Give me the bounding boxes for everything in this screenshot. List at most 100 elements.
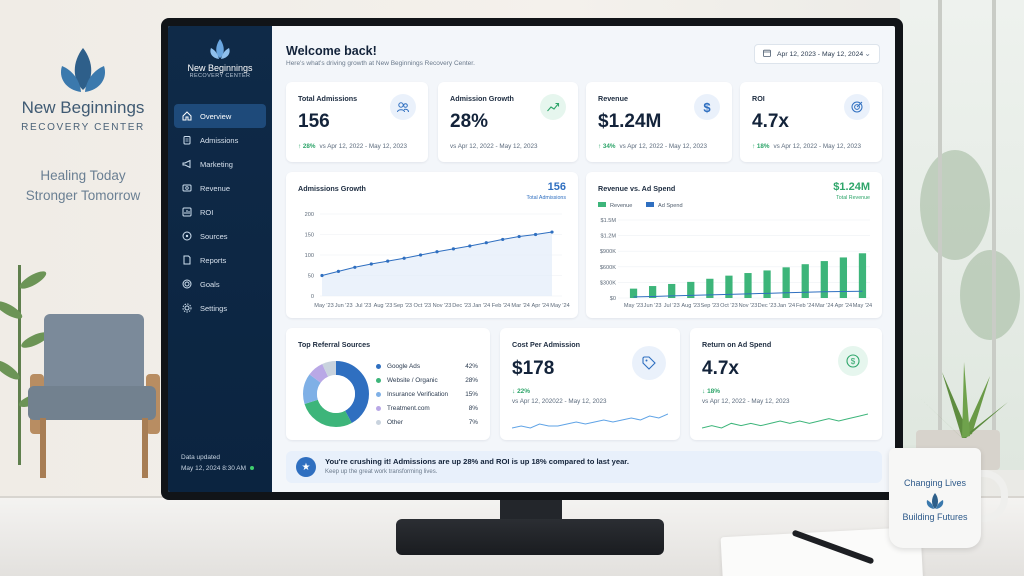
target-icon (844, 94, 870, 120)
kpi-compare: vs Apr 12, 2022 - May 12, 2023 (702, 398, 790, 405)
cost-sparkline (512, 413, 668, 429)
bar-revenue (687, 281, 695, 298)
legend-swatch (376, 377, 381, 383)
kpi-title: Total Admissions (298, 94, 358, 103)
kpi-title: Admission Growth (450, 94, 514, 103)
x-tick-label: Jan '24 (472, 303, 490, 309)
bar-revenue (629, 288, 638, 298)
sidebar-item-label: Sources (200, 231, 228, 241)
users-icon (390, 94, 416, 120)
plant-left (0, 225, 60, 485)
x-tick-label: Sep '23 (700, 303, 719, 309)
donut-slice (303, 361, 369, 427)
y-tick-label: 0 (311, 294, 314, 300)
x-tick-label: Jul '23 (664, 303, 680, 309)
x-tick-label: Jun '23 (644, 303, 662, 309)
referral-item: Website / Organic 28% (376, 374, 478, 386)
sidebar-item-settings[interactable]: Settings (174, 296, 266, 320)
data-updated-label: Data updated (181, 454, 221, 461)
bar-revenue (858, 253, 867, 298)
x-tick-label: May '24 (853, 303, 872, 309)
kpi-card-roi[interactable]: ROI 4.7x ↑ 18% vs Apr 12, 2022 - May 12, … (740, 82, 882, 162)
sidebar-item-label: Admissions (200, 135, 239, 145)
sidebar-nav: Overview Admissions Marketing Revenue RO… (174, 104, 266, 320)
y-tick-label: 50 (308, 274, 314, 280)
leaf-logo-icon (60, 48, 106, 92)
sidebar: New Beginnings RECOVERY CENTER Overview … (168, 26, 272, 492)
referral-pct: 28% (465, 376, 478, 384)
calendar-icon (763, 49, 771, 59)
sources-icon (182, 231, 192, 241)
sidebar-item-sources[interactable]: Sources (174, 224, 266, 248)
brand-logo-icon (210, 39, 230, 59)
sidebar-item-label: Reports (200, 255, 227, 265)
dollar-icon (182, 183, 192, 193)
x-tick-label: Jul '23 (355, 303, 371, 309)
x-tick-label: May '23 (314, 303, 333, 309)
kpi-title: ROI (752, 94, 765, 103)
roas-sparkline (702, 413, 868, 429)
kpi-delta-value: 34% (602, 143, 616, 150)
kpi-value: 156 (298, 111, 330, 132)
legend-label: Revenue (610, 203, 632, 209)
roas-card[interactable]: Return on Ad Spend 4.7x ↓ 18% vs Apr 12,… (690, 328, 882, 440)
wall-tagline-2: Stronger Tomorrow (25, 188, 141, 203)
series-line-adspend (633, 290, 863, 298)
referral-label: Website / Organic (387, 376, 438, 384)
y-tick-label: $1.2M (600, 234, 616, 240)
svg-text:$: $ (851, 357, 856, 366)
sidebar-item-reports[interactable]: Reports (174, 248, 266, 272)
monitor-base (396, 519, 664, 555)
bar-revenue (668, 283, 676, 298)
bar-revenue (782, 267, 790, 298)
bar-revenue (839, 257, 848, 298)
bar-revenue (820, 261, 828, 298)
x-tick-label: Apr '24 (532, 303, 550, 309)
referral-item: Insurance Verification 15% (376, 388, 478, 400)
wall-brand-name: New Beginnings (21, 98, 145, 117)
data-point (533, 232, 538, 237)
donut-hole (317, 375, 355, 413)
y-tick-label: $0 (610, 296, 616, 302)
referral-donut-chart (303, 361, 369, 427)
megaphone-icon (182, 159, 192, 169)
sidebar-item-label: Settings (200, 303, 228, 313)
sparkline-path (702, 413, 868, 429)
sidebar-item-marketing[interactable]: Marketing (174, 152, 266, 176)
data-point (451, 247, 456, 251)
kpi-delta-value: 22% (517, 388, 531, 395)
mug-text-1: Changing Lives (903, 478, 967, 488)
kpi-card-revenue[interactable]: Revenue $1.24M ↑ 34% vs Apr 12, 2022 - Ma… (586, 82, 732, 162)
chart-title: Admissions Growth (298, 184, 366, 193)
referral-pct: 8% (468, 404, 478, 412)
chart-big-label: Total Admissions (526, 195, 566, 201)
x-tick-label: Nov '23 (739, 303, 758, 309)
kpi-delta-up: ↑ 34% (598, 143, 616, 150)
bar-revenue (706, 278, 714, 298)
kpi-compare: vs Apr 12, 2022 - May 12, 2023 (619, 143, 708, 150)
wall-brand-sub: RECOVERY CENTER (21, 122, 145, 133)
kpi-delta-up: ↑ 18% (752, 143, 770, 150)
kpi-compare: vs Apr 12, 2022 - May 12, 2023 (773, 143, 862, 150)
banner-subtext: Keep up the great work transforming live… (325, 469, 438, 475)
data-point (550, 230, 554, 234)
x-tick-label: Mar '24 (511, 303, 529, 309)
sidebar-item-overview[interactable]: Overview (174, 104, 266, 128)
sidebar-item-roi[interactable]: ROI (174, 200, 266, 224)
date-range-picker[interactable]: Apr 12, 2023 - May 12, 2024 ⌄ (754, 44, 880, 64)
kpi-card-admission-growth[interactable]: Admission Growth 28% vs Apr 12, 2022 - M… (438, 82, 578, 162)
donut-slice (303, 361, 369, 427)
sidebar-item-goals[interactable]: Goals (174, 272, 266, 296)
kpi-card-total-admissions[interactable]: Total Admissions 156 ↑ 28% vs Apr 12, 202… (286, 82, 428, 162)
x-tick-label: Dec '23 (452, 303, 471, 309)
x-tick-label: Dec '23 (758, 303, 777, 309)
kpi-title: Revenue (598, 94, 628, 103)
data-point (369, 262, 373, 266)
sidebar-item-revenue[interactable]: Revenue (174, 176, 266, 200)
report-icon (182, 255, 192, 265)
wall-tagline-1: Healing Today (40, 168, 126, 183)
bar-revenue (648, 286, 657, 298)
cost-per-admission-card[interactable]: Cost Per Admission $178 ↓ 22% vs Apr 12,… (500, 328, 680, 440)
referral-sources-card: Top Referral Sources Google Ads 42% Websi… (286, 328, 490, 440)
sidebar-item-admissions[interactable]: Admissions (174, 128, 266, 152)
